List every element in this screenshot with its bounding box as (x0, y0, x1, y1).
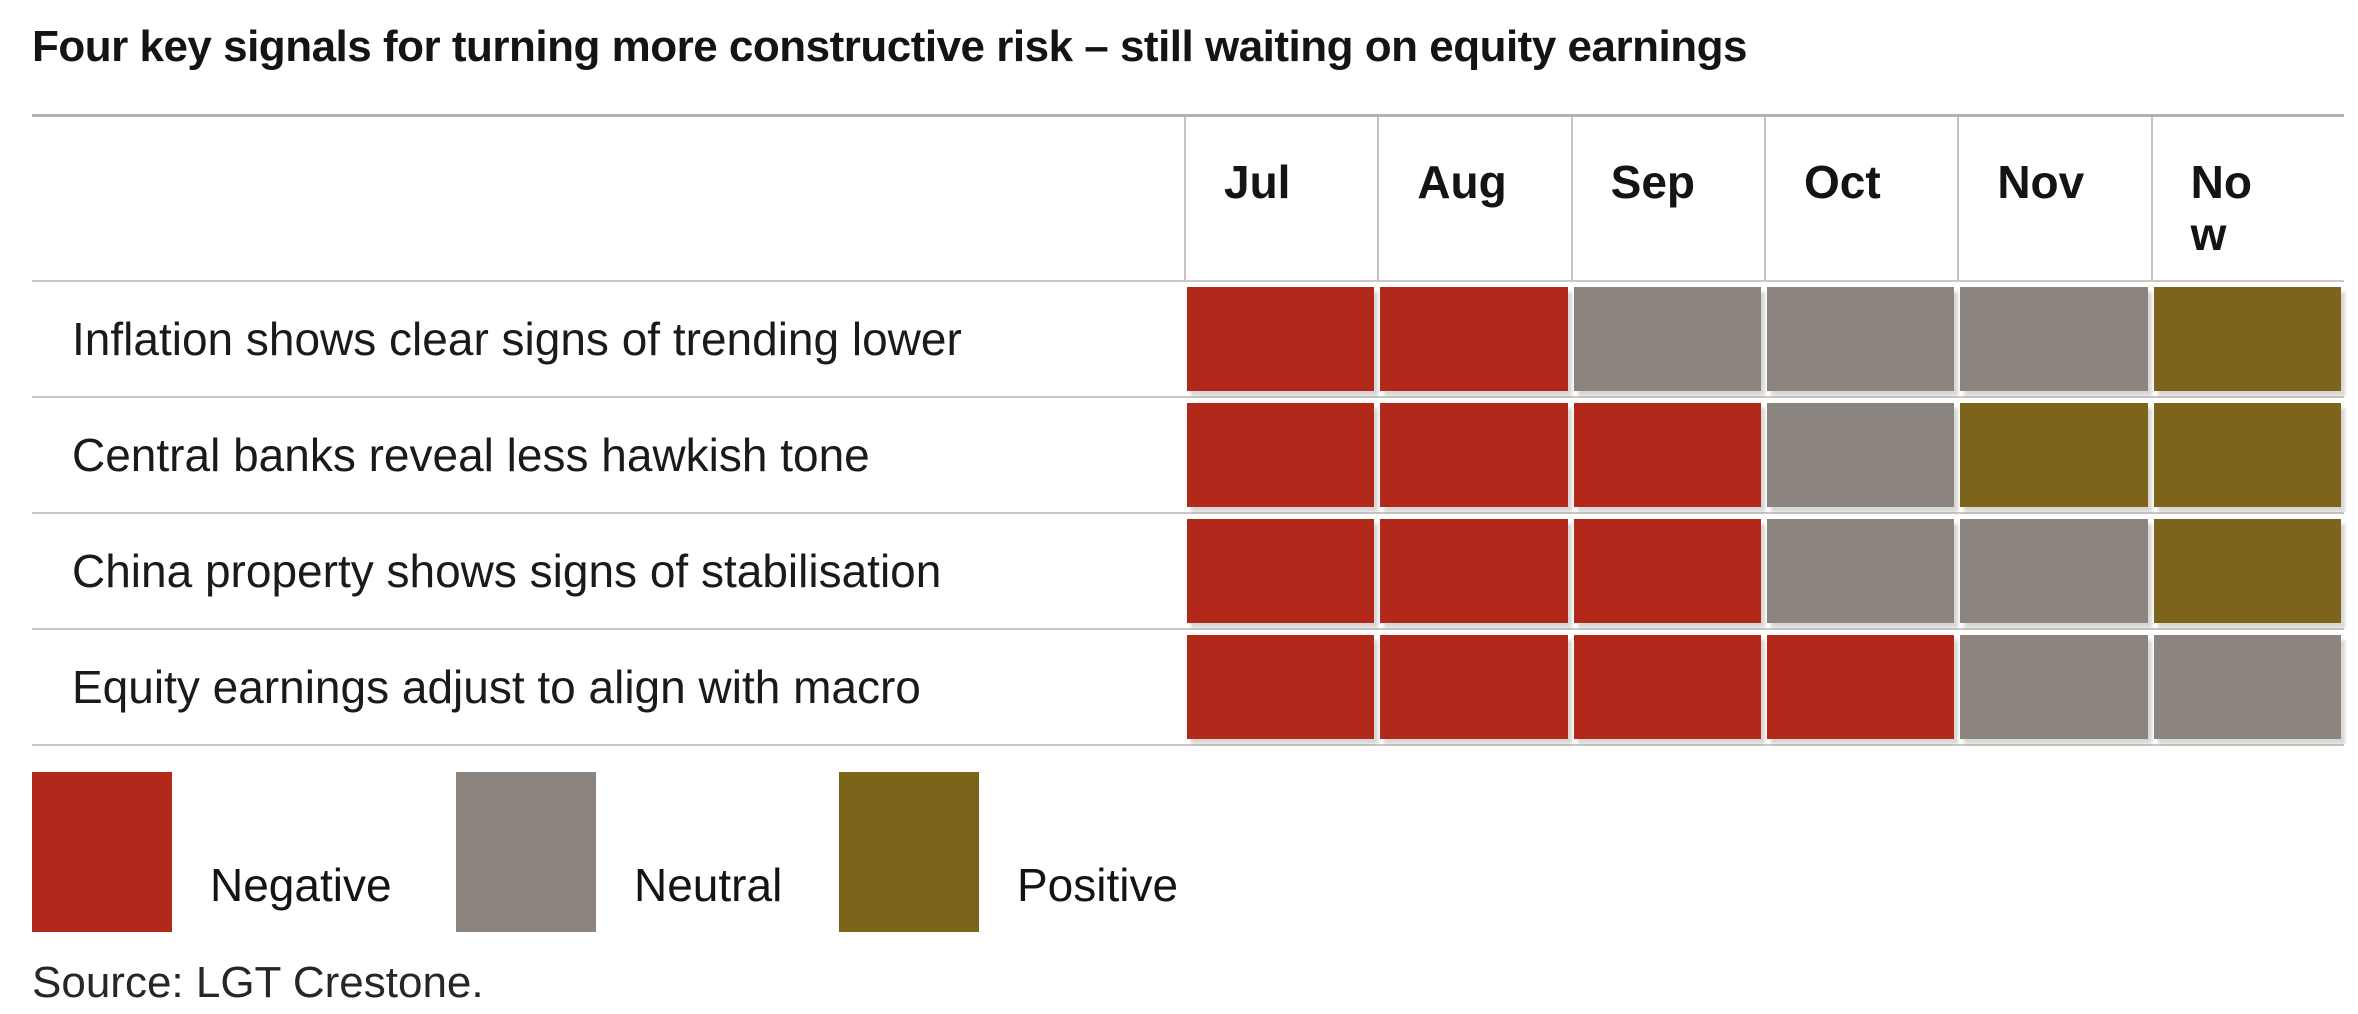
legend-swatch-neutral (456, 772, 596, 932)
column-header-sep: Sep (1570, 117, 1764, 280)
status-cell-neutral (1957, 282, 2150, 396)
column-header-oct: Oct (1763, 117, 1957, 280)
legend-item-negative: Negative (32, 772, 456, 932)
column-header-nov: Nov (1957, 117, 2150, 280)
corner-cell (32, 117, 1184, 280)
status-cell-negative (1377, 514, 1570, 628)
status-cell-negative (1571, 398, 1764, 512)
column-header-jul: Jul (1184, 117, 1377, 280)
status-cell-neutral (1957, 630, 2150, 744)
status-cell-neutral (2151, 630, 2344, 744)
row-label: China property shows signs of stabilisat… (72, 545, 942, 597)
status-cell-neutral (1764, 282, 1957, 396)
chart-title: Four key signals for turning more constr… (32, 22, 1747, 71)
table-row: Inflation shows clear signs of trending … (32, 280, 2344, 396)
status-cell-negative (1571, 514, 1764, 628)
table-row: Central banks reveal less hawkish tone (32, 396, 2344, 512)
source-note: Source: LGT Crestone. (32, 958, 484, 1007)
status-cell-negative (1764, 630, 1957, 744)
row-label: Central banks reveal less hawkish tone (72, 429, 870, 481)
legend: Negative Neutral Positive (32, 772, 2344, 932)
legend-item-neutral: Neutral (456, 772, 839, 932)
table-row: China property shows signs of stabilisat… (32, 512, 2344, 628)
status-cell-positive (2151, 282, 2344, 396)
status-cell-negative (1184, 282, 1377, 396)
status-cell-neutral (1764, 514, 1957, 628)
status-cell-neutral (1957, 514, 2150, 628)
legend-swatch-positive (839, 772, 979, 932)
legend-label: Negative (210, 859, 392, 911)
status-cell-negative (1377, 630, 1570, 744)
status-cell-negative (1571, 630, 1764, 744)
legend-label: Neutral (634, 859, 783, 911)
table-row: Equity earnings adjust to align with mac… (32, 628, 2344, 744)
status-cell-neutral (1571, 282, 1764, 396)
status-cell-negative (1184, 514, 1377, 628)
table-header-row: Jul Aug Sep Oct Nov Now (32, 117, 2344, 280)
status-cell-neutral (1764, 398, 1957, 512)
legend-label: Positive (1017, 859, 1179, 911)
column-header-aug: Aug (1377, 117, 1570, 280)
row-label: Inflation shows clear signs of trending … (72, 313, 962, 365)
signals-heatmap: Jul Aug Sep Oct Nov Now Inflation shows clear… (32, 114, 2344, 746)
column-header-now: Now (2150, 117, 2344, 280)
status-cell-negative (1184, 398, 1377, 512)
status-cell-positive (1957, 398, 2150, 512)
status-cell-negative (1377, 398, 1570, 512)
status-cell-negative (1377, 282, 1570, 396)
status-cell-negative (1184, 630, 1377, 744)
status-cell-positive (2151, 398, 2344, 512)
row-label: Equity earnings adjust to align with mac… (72, 661, 921, 713)
status-cell-positive (2151, 514, 2344, 628)
legend-item-positive: Positive (839, 772, 1178, 932)
legend-swatch-negative (32, 772, 172, 932)
